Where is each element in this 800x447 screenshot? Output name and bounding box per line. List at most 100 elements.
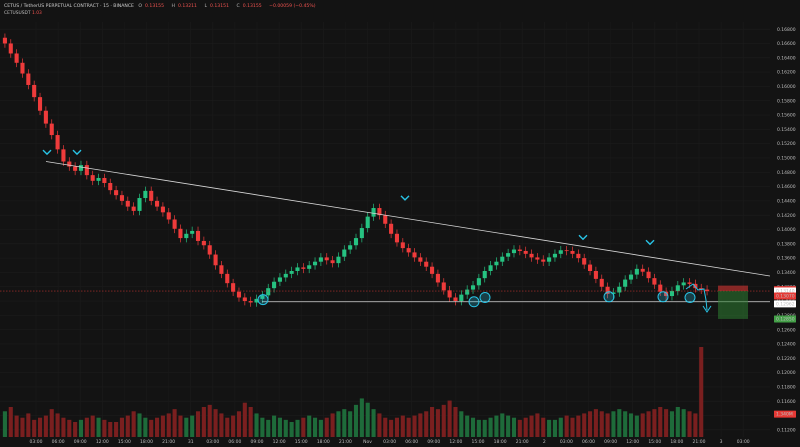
volume-bar [67, 419, 72, 437]
candle-body [119, 195, 124, 201]
candle-body [541, 259, 546, 262]
candle-body [277, 277, 282, 282]
volume-bar [213, 409, 218, 437]
price-tick-label: 0.16800 [777, 27, 796, 33]
swing-high-marker [645, 239, 655, 246]
candle-body [301, 267, 306, 269]
volume-bar [681, 409, 686, 437]
volume-bar [289, 422, 294, 437]
candle-body [687, 282, 692, 284]
candle-body [494, 261, 499, 266]
volume-bar [488, 417, 493, 437]
time-tick-label: 09:00 [427, 439, 440, 445]
candle-body [55, 135, 60, 150]
volume-bar [108, 422, 113, 437]
price-tick-label: 0.16400 [777, 55, 796, 61]
time-tick-label: 15:00 [118, 439, 131, 445]
candle-body [400, 242, 405, 249]
time-tick-label: 03:00 [383, 439, 396, 445]
time-tick-label: 15:00 [295, 439, 308, 445]
volume-bar [84, 417, 89, 437]
resistance-trendline [45, 161, 771, 277]
volume-bar [389, 419, 394, 437]
volume-bar [506, 415, 511, 437]
price-tick-label: 0.12400 [777, 342, 796, 348]
volume-bar [348, 411, 353, 437]
volume-legend: CETUSUSDT 1.03 [4, 11, 42, 16]
candle-body [353, 238, 359, 246]
candle-body [599, 278, 604, 287]
volume-bar [359, 398, 364, 437]
volume-bar [225, 417, 230, 437]
candle-body [506, 253, 511, 257]
candle-body [623, 279, 628, 287]
candle-body [705, 289, 710, 292]
price-badge-label: 0.12850 [776, 317, 795, 323]
time-tick-label: 21:00 [516, 439, 529, 445]
candle-body [418, 257, 423, 262]
volume-bar [131, 411, 136, 437]
candle-body [564, 250, 569, 252]
volume-bar [242, 402, 247, 437]
ohlc-close: C 0.13155 [236, 4, 262, 9]
price-badge-label: 0.13070 [776, 294, 795, 300]
volume-bar [324, 417, 329, 437]
candle-body [260, 295, 265, 299]
volume-bar [166, 413, 171, 437]
candle-body [272, 281, 277, 289]
volume-bar [412, 415, 417, 437]
candle-body [675, 285, 680, 292]
candle-body [476, 278, 481, 286]
price-tick-label: 0.14400 [777, 198, 796, 204]
candle-body [617, 286, 622, 293]
candle-body [14, 53, 19, 63]
candle-body [289, 271, 294, 274]
candle-body [500, 256, 505, 262]
candle-body [213, 254, 218, 266]
candle-body [640, 268, 645, 272]
candle-body [558, 250, 563, 254]
chart-legend-header: CETUS / TetherUS PERPETUAL CONTRACT · 15… [4, 3, 322, 10]
volume-bar [459, 411, 464, 437]
volume-bar [453, 407, 458, 437]
price-badge [774, 300, 796, 308]
time-tick-label: 18:00 [670, 439, 683, 445]
swing-high-marker [72, 149, 82, 156]
volume-bar [365, 402, 370, 437]
volume-bar [143, 417, 148, 437]
candle-body [517, 249, 522, 251]
price-tick-label: 0.11200 [777, 427, 796, 433]
candle-body [693, 283, 698, 289]
volume-bar [312, 417, 318, 437]
volume-bar [49, 409, 54, 437]
volume-bar [32, 419, 37, 437]
time-tick-label: 09:00 [604, 439, 617, 445]
time-tick-label: 21:00 [693, 439, 706, 445]
volume-bar [541, 417, 546, 437]
time-tick-label: 03:00 [206, 439, 219, 445]
candlesticks [2, 33, 710, 307]
candle-body [318, 257, 323, 262]
volume-bar [529, 415, 534, 437]
volume-bar [406, 417, 411, 437]
candle-body [2, 37, 7, 44]
support-touch-marker [684, 291, 696, 303]
volume-bar [687, 411, 692, 437]
time-tick-label: 03:00 [737, 439, 750, 445]
candle-body [412, 252, 417, 258]
candle-body [266, 288, 271, 296]
volume-bar [137, 413, 142, 437]
swing-high-marker [400, 195, 410, 201]
candle-body [582, 258, 587, 265]
price-tick-label: 0.15200 [777, 141, 796, 147]
time-tick-label: 3 [720, 439, 723, 445]
time-tick-label: 12:00 [96, 439, 109, 445]
candle-body [342, 249, 347, 257]
price-tick-label: 0.12200 [777, 356, 796, 362]
candle-body [482, 271, 487, 279]
candle-body [523, 250, 528, 254]
volume-bar [394, 417, 400, 437]
symbol-title: CETUS / TetherUS PERPETUAL CONTRACT · 15… [4, 4, 134, 9]
volume-bar [523, 417, 528, 437]
